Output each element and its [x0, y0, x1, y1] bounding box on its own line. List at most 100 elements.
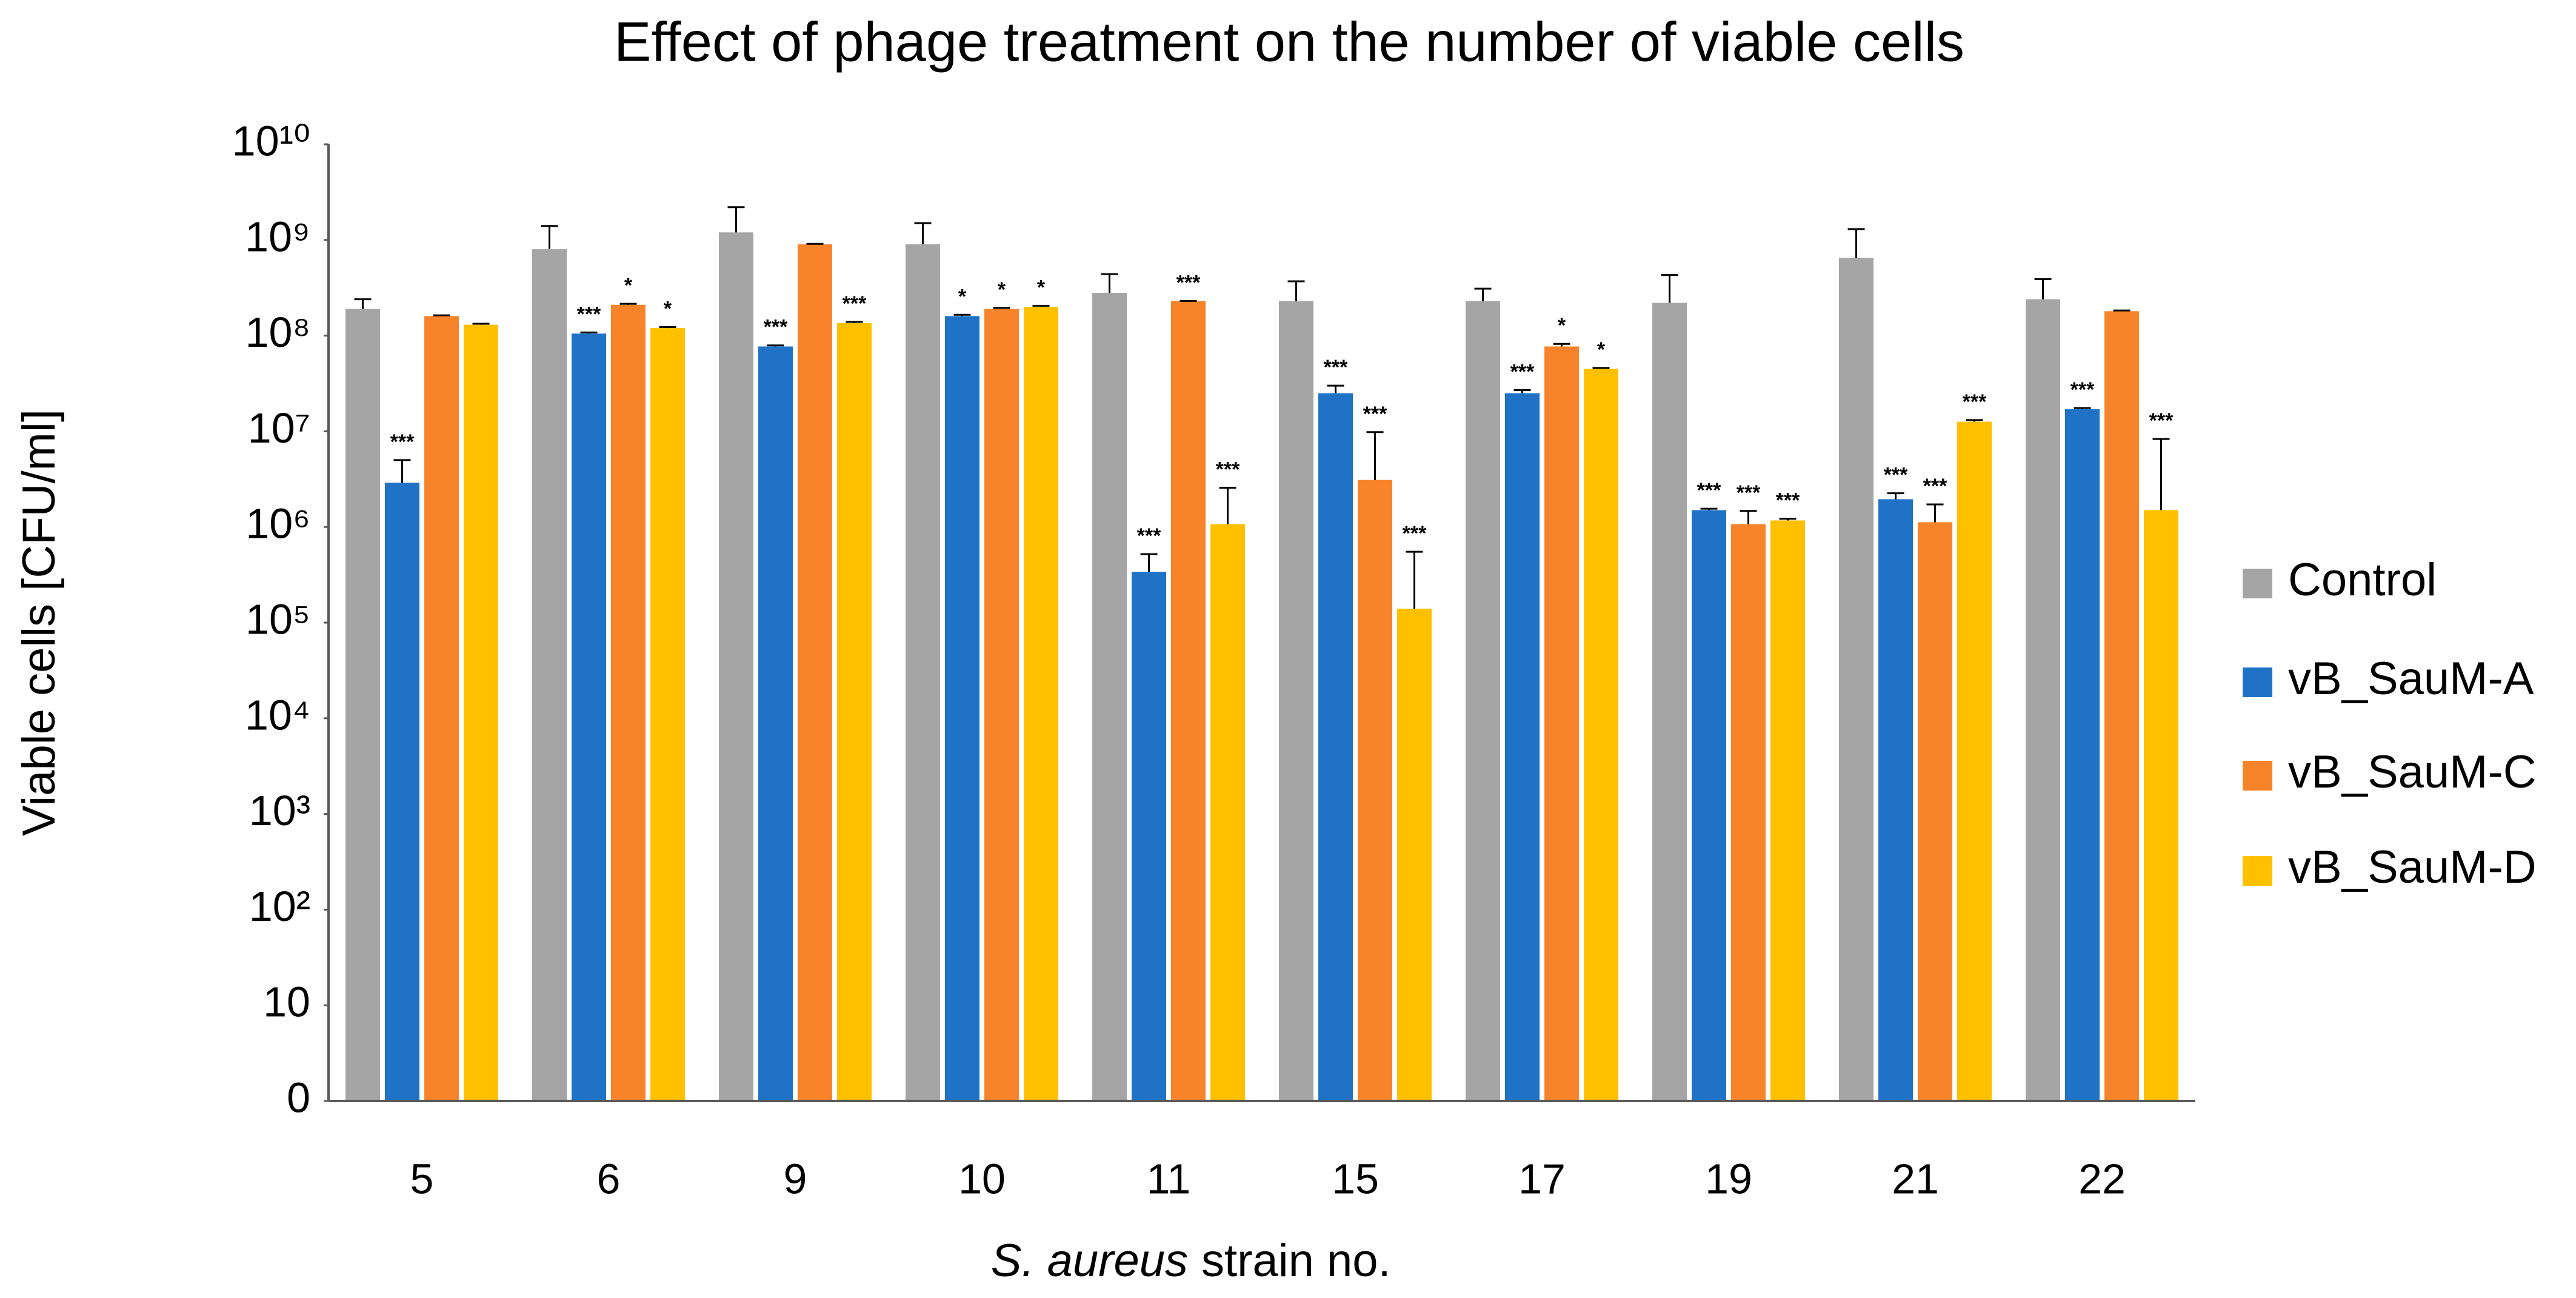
x-tick-label: 19 — [1705, 1155, 1752, 1202]
significance-label: * — [958, 285, 967, 308]
significance-label: *** — [1737, 481, 1761, 504]
significance-label: *** — [764, 316, 788, 339]
significance-label: *** — [1884, 464, 1908, 487]
significance-label: * — [1558, 314, 1566, 337]
chart-title: Effect of phage treatment on the number … — [614, 11, 1964, 73]
y-tick-label: 10¹⁰ — [232, 117, 310, 164]
bar — [1584, 369, 1618, 1102]
bar — [984, 309, 1019, 1101]
y-tick-label: 10² — [249, 883, 310, 930]
bar — [719, 232, 753, 1102]
bar — [532, 249, 567, 1101]
y-tick-label: 10⁶ — [245, 500, 310, 547]
bar — [1878, 499, 1913, 1101]
bar — [906, 244, 940, 1102]
legend-swatch — [2243, 667, 2272, 697]
bar — [1024, 307, 1058, 1102]
significance-label: *** — [1216, 458, 1240, 481]
significance-label: *** — [2149, 409, 2174, 432]
bar — [945, 316, 979, 1101]
bar — [1210, 524, 1245, 1101]
legend-label: vB_SauM-A — [2288, 653, 2534, 704]
x-tick-label: 21 — [1892, 1155, 1939, 1202]
bar — [1731, 524, 1766, 1101]
legend-swatch — [2243, 761, 2272, 791]
y-tick-label: 10 — [263, 979, 310, 1026]
bar — [1171, 301, 1206, 1102]
significance-label: *** — [2070, 378, 2095, 401]
significance-label: * — [998, 278, 1006, 301]
significance-label: *** — [1776, 489, 1800, 512]
bar — [424, 316, 459, 1101]
x-axis-label-italic: S. aureus — [991, 1235, 1188, 1286]
bar — [1092, 293, 1127, 1101]
significance-label: *** — [1176, 271, 1201, 294]
significance-label: *** — [1510, 360, 1535, 383]
bar — [1318, 393, 1353, 1102]
bar — [385, 483, 419, 1101]
significance-label: *** — [1363, 403, 1387, 426]
x-tick-label: 22 — [2078, 1155, 2126, 1202]
bar — [572, 333, 606, 1101]
legend-label: vB_SauM-D — [2288, 841, 2537, 893]
legend-label: Control — [2288, 554, 2437, 606]
x-tick-label: 10 — [958, 1155, 1006, 1202]
significance-label: *** — [1137, 524, 1161, 547]
significance-label: * — [1597, 338, 1606, 361]
x-tick-label: 6 — [597, 1155, 621, 1202]
legend-swatch — [2243, 569, 2272, 598]
x-tick-label: 17 — [1518, 1155, 1566, 1202]
significance-label: *** — [1403, 522, 1427, 545]
y-tick-label: 10⁵ — [245, 595, 310, 643]
y-tick-label: 10³ — [249, 787, 310, 834]
significance-label: *** — [1923, 475, 1947, 498]
significance-label: *** — [1963, 390, 1987, 413]
y-axis-label: Viable cells [CFU/ml] — [13, 409, 65, 836]
y-tick-label: 10⁴ — [245, 691, 310, 738]
significance-label: * — [1037, 276, 1046, 299]
bar — [2144, 510, 2178, 1101]
y-tick-label: 10⁷ — [248, 404, 310, 452]
bar — [1652, 303, 1687, 1102]
x-axis-label: strain no. — [1201, 1235, 1391, 1286]
significance-label: *** — [390, 430, 415, 453]
significance-label: *** — [843, 292, 867, 315]
bar — [798, 244, 832, 1102]
y-tick-label: 10⁸ — [245, 309, 310, 356]
bar — [1770, 520, 1805, 1101]
legend-swatch — [2243, 856, 2272, 886]
bar — [2104, 311, 2139, 1101]
bar — [1505, 393, 1540, 1102]
significance-label: *** — [1324, 356, 1348, 379]
bar — [2026, 299, 2060, 1101]
y-tick-label: 0 — [287, 1074, 310, 1121]
bar — [650, 328, 685, 1101]
significance-label: *** — [577, 303, 601, 326]
bar — [1957, 421, 1992, 1101]
bar — [464, 324, 498, 1101]
bar — [1466, 301, 1500, 1102]
bar — [1358, 480, 1392, 1102]
bar — [1918, 522, 1952, 1101]
bar — [1132, 572, 1166, 1101]
bar — [1397, 608, 1432, 1101]
bar — [611, 304, 646, 1101]
x-tick-label: 5 — [410, 1155, 434, 1202]
bar — [345, 309, 380, 1101]
bar — [837, 323, 872, 1101]
bar — [1544, 346, 1579, 1102]
x-tick-label: 11 — [1147, 1155, 1191, 1202]
bar — [1839, 258, 1874, 1101]
bar — [1279, 301, 1313, 1102]
legend-label: vB_SauM-C — [2288, 746, 2537, 798]
bar — [1692, 510, 1726, 1101]
bar — [2065, 409, 2100, 1101]
significance-label: * — [624, 274, 633, 297]
significance-label: * — [664, 297, 672, 320]
y-tick-label: 10⁹ — [245, 213, 310, 260]
bar — [758, 346, 793, 1102]
x-tick-label: 15 — [1332, 1155, 1379, 1202]
x-tick-label: 9 — [784, 1155, 807, 1202]
